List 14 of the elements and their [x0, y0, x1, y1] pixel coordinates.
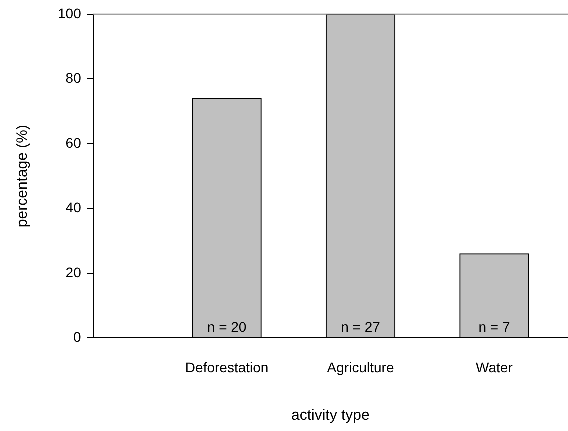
annotation: n = 7 — [478, 319, 510, 336]
y-tick-label: 0 — [74, 329, 82, 346]
x-tick-label: Deforestation — [185, 359, 269, 376]
x-tick-label: Water — [476, 359, 514, 376]
x-axis-title: activity type — [291, 407, 370, 424]
y-tick-label: 40 — [66, 200, 82, 216]
y-tick-label: 80 — [66, 70, 82, 86]
y-tick-label: 60 — [66, 134, 82, 151]
y-tick-label: 100 — [58, 5, 82, 22]
x-tick-label: Agriculture — [327, 359, 394, 376]
y-axis-title: percentage (%) — [14, 125, 32, 228]
y-tick-label: 20 — [66, 264, 82, 280]
annotation: n = 27 — [341, 319, 381, 336]
annotation: n = 20 — [207, 319, 247, 336]
